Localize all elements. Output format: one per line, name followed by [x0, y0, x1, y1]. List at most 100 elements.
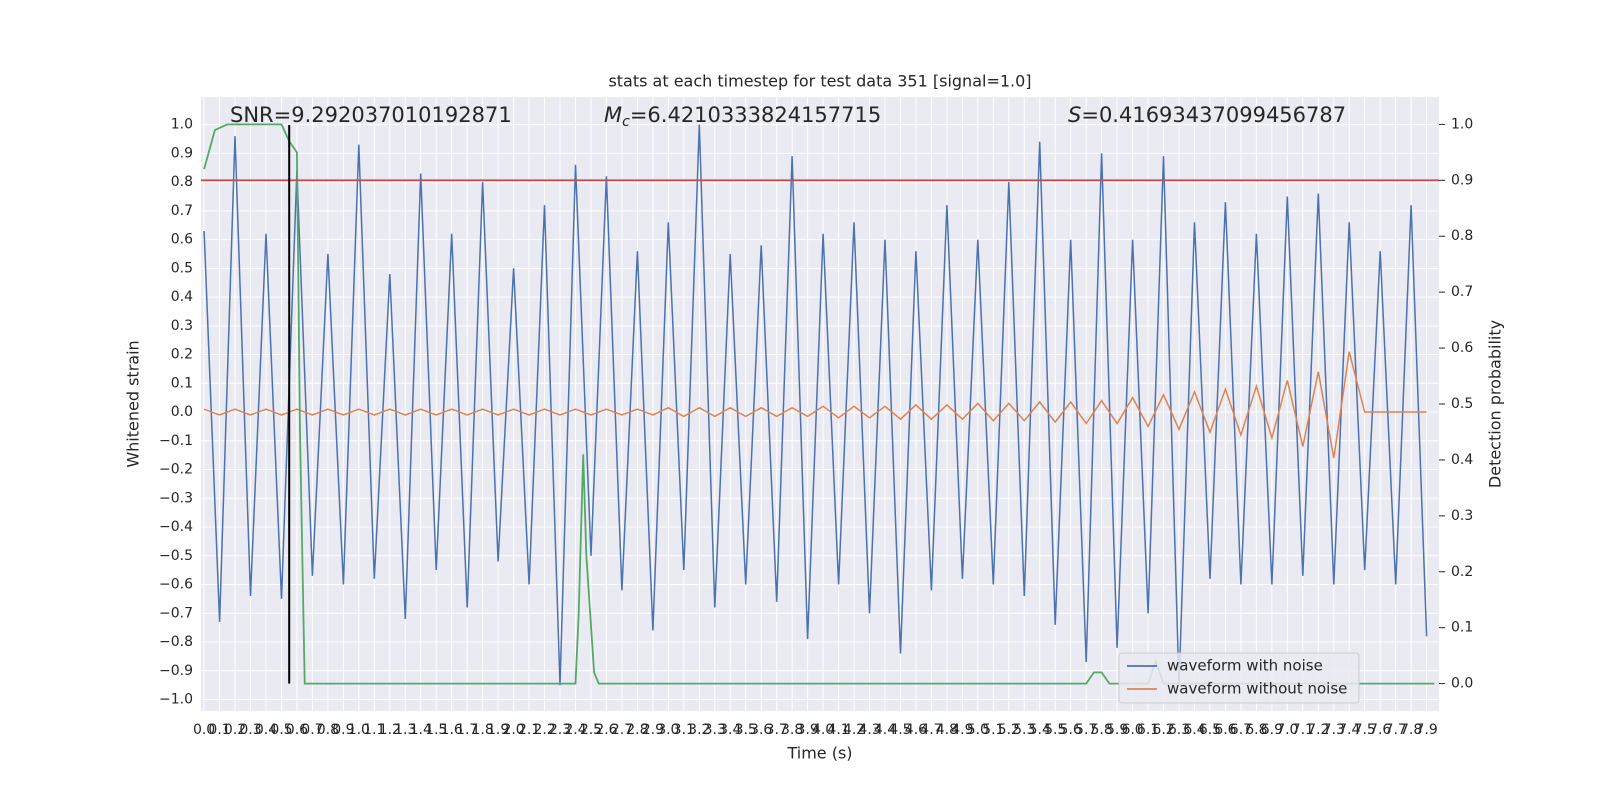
x-tick-label: 6.2 [1152, 722, 1174, 738]
x-tick-label: 1.5 [425, 722, 447, 738]
x-tick-label: 5.5 [1044, 722, 1066, 738]
y-tick-label: −0.4 [159, 519, 193, 535]
x-tick-label: 2.4 [564, 722, 586, 738]
y2-tick-label: 0.5 [1451, 396, 1473, 412]
annotation: SNR=9.292037010192871 [230, 103, 512, 127]
x-tick-label: 2.2 [533, 722, 555, 738]
x-tick-label: 1.1 [363, 722, 385, 738]
y-tick-label: 0.7 [171, 203, 193, 219]
x-tick-label: 4.9 [951, 722, 973, 738]
x-tick-label: 4.6 [905, 722, 927, 738]
y-tick-label: −0.3 [159, 490, 193, 506]
x-tick-label: 0.3 [239, 722, 261, 738]
x-tick-label: 3.5 [735, 722, 757, 738]
x-tick-label: 0.4 [255, 722, 277, 738]
legend-box [1118, 652, 1360, 704]
y2-tick-label: 0.4 [1451, 452, 1473, 468]
x-tick-label: 0.1 [208, 722, 230, 738]
series-line [203, 124, 1428, 686]
x-tick-label: 1.4 [410, 722, 432, 738]
x-tick-label: 2.1 [518, 722, 540, 738]
x-tick-label: 6.0 [1121, 722, 1143, 738]
x-tick-label: 3.4 [719, 722, 741, 738]
x-tick-label: 5.7 [1075, 722, 1097, 738]
x-tick-label: 0.6 [286, 722, 308, 738]
x-tick-label: 1.6 [441, 722, 463, 738]
x-tick-label: 4.0 [812, 722, 834, 738]
y-tick-label: 0.9 [171, 145, 193, 161]
x-tick-label: 7.4 [1338, 722, 1360, 738]
x-tick-label: 7.1 [1292, 722, 1314, 738]
probability-line [203, 123, 1435, 685]
annotation: Mc=6.4210333824157715 [604, 103, 881, 130]
y-axis-label: Whitened strain [124, 340, 143, 467]
x-tick-label: 1.0 [348, 722, 370, 738]
y-tick-label: 0.1 [171, 375, 193, 391]
x-tick-label: 4.2 [843, 722, 865, 738]
x-tick-label: 1.8 [472, 722, 494, 738]
annotation: S=0.41693437099456787 [1068, 103, 1346, 127]
x-tick-label: 2.9 [642, 722, 664, 738]
x-tick-label: 4.7 [920, 722, 942, 738]
x-tick-label: 7.8 [1400, 722, 1422, 738]
y-tick-label: −0.6 [159, 577, 193, 593]
x-tick-label: 7.7 [1385, 722, 1407, 738]
y-tick-label: 0.5 [171, 260, 193, 276]
legend-label: waveform without noise [1167, 680, 1347, 698]
annotation-text: SNR=9.292037010192871 [230, 103, 512, 127]
y-tick-label: −0.9 [159, 663, 193, 679]
annotation-text: =0.41693437099456787 [1081, 103, 1346, 127]
x-tick-label: 4.3 [858, 722, 880, 738]
x-tick-label: 2.7 [611, 722, 633, 738]
y-tick-label: 0.4 [171, 289, 193, 305]
y2-tick-label: 0.8 [1451, 228, 1473, 244]
y-tick-label: −0.2 [159, 462, 193, 478]
x-tick-label: 3.6 [750, 722, 772, 738]
y2-tick-label: 0.3 [1451, 508, 1473, 524]
x-tick-label: 1.7 [456, 722, 478, 738]
x-tick-label: 1.9 [487, 722, 509, 738]
legend-label: waveform with noise [1167, 657, 1323, 675]
y-tick-label: −0.8 [159, 634, 193, 650]
x-tick-label: 5.2 [998, 722, 1020, 738]
x-tick-label: 0.9 [332, 722, 354, 738]
annotation-symbol: S [1068, 103, 1081, 127]
x-tick-label: 6.5 [1199, 722, 1221, 738]
x-tick-label: 0.5 [270, 722, 292, 738]
x-tick-label: 4.5 [889, 722, 911, 738]
x-tick-label: 6.9 [1261, 722, 1283, 738]
y2-tick-label: 1.0 [1451, 116, 1473, 132]
y-tick-label: 0.6 [171, 232, 193, 248]
y-tick-label: −0.7 [159, 605, 193, 621]
y2-axis-label: Detection probability [1486, 320, 1505, 488]
x-tick-label: 3.3 [704, 722, 726, 738]
x-tick-label: 3.7 [766, 722, 788, 738]
x-tick-label: 3.8 [781, 722, 803, 738]
x-tick-label: 5.6 [1060, 722, 1082, 738]
x-tick-label: 5.1 [982, 722, 1004, 738]
y-tick-label: −0.5 [159, 548, 193, 564]
x-tick-label: 5.3 [1013, 722, 1035, 738]
x-tick-label: 7.5 [1354, 722, 1376, 738]
x-tick-label: 6.7 [1230, 722, 1252, 738]
x-tick-label: 2.5 [580, 722, 602, 738]
x-tick-label: 6.8 [1245, 722, 1267, 738]
y-tick-label: 0.2 [171, 347, 193, 363]
x-tick-label: 3.0 [657, 722, 679, 738]
x-tick-label: 7.3 [1323, 722, 1345, 738]
x-tick-label: 3.9 [796, 722, 818, 738]
y-tick-label: 0.8 [171, 174, 193, 190]
x-tick-label: 2.0 [502, 722, 524, 738]
x-tick-label: 3.2 [688, 722, 710, 738]
x-tick-label: 5.4 [1029, 722, 1051, 738]
x-tick-label: 1.2 [379, 722, 401, 738]
x-tick-label: 7.9 [1415, 722, 1437, 738]
x-tick-label: 6.1 [1137, 722, 1159, 738]
annotation-symbol: M [604, 103, 622, 127]
y-tick-label: −0.1 [159, 433, 193, 449]
x-tick-label: 7.6 [1369, 722, 1391, 738]
x-tick-label: 6.6 [1214, 722, 1236, 738]
x-tick-label: 7.2 [1307, 722, 1329, 738]
y2-tick-label: 0.6 [1451, 340, 1473, 356]
